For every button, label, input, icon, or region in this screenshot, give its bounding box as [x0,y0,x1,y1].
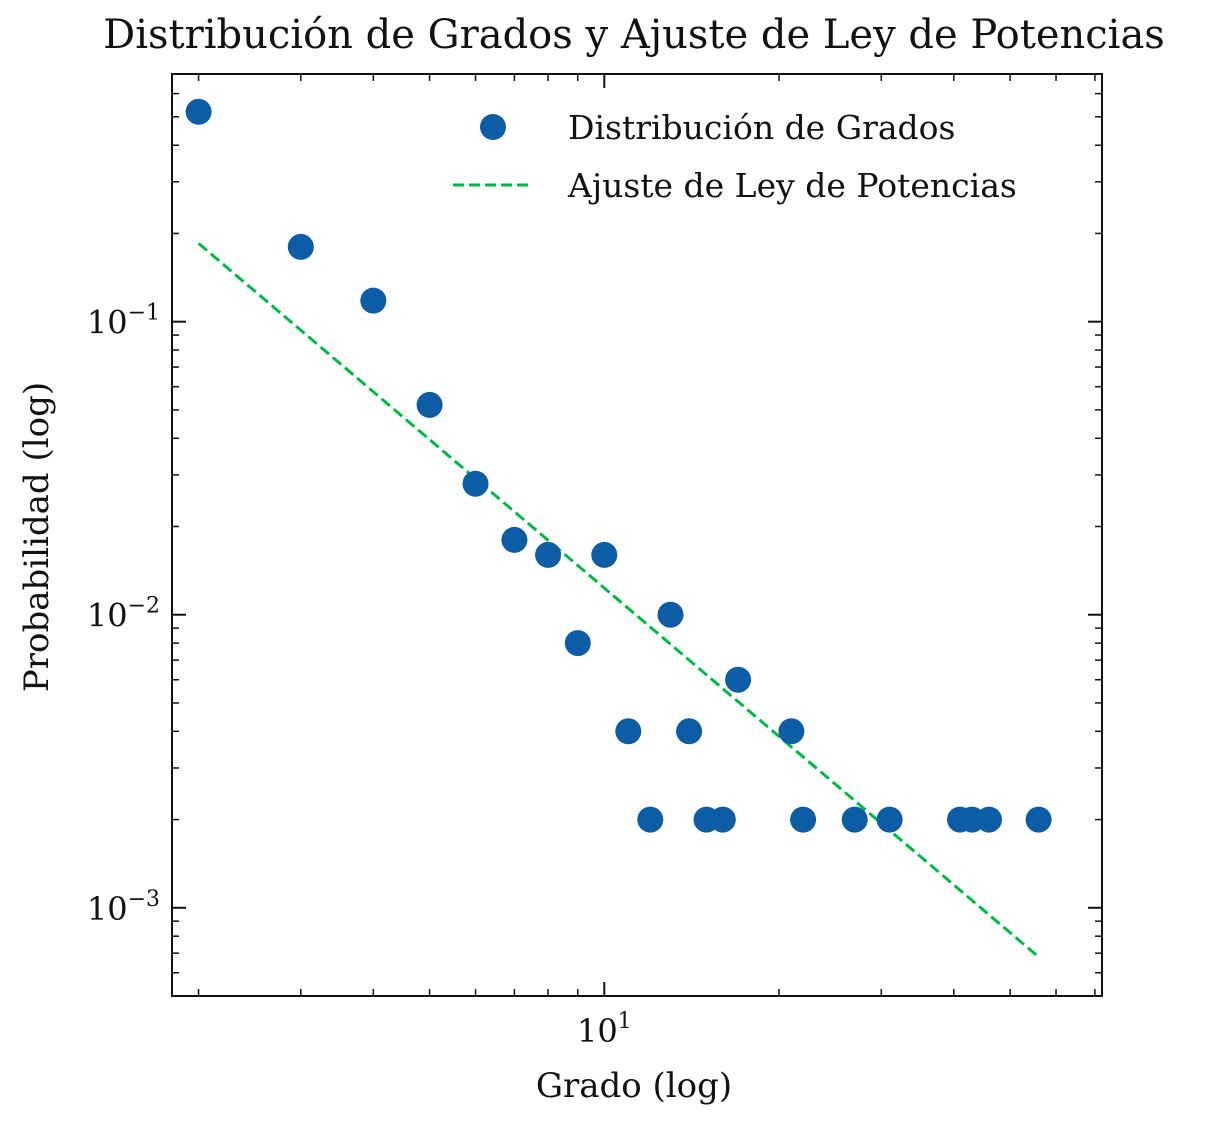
y-tick-label: 10−2 [87,594,160,635]
plot-frame [171,73,1103,997]
y-tick-label: 10−1 [87,301,160,342]
x-tick-label: 101 [577,1009,632,1050]
legend-label-scatter: Distribución de Grados [568,108,955,147]
data-point [416,391,443,418]
y-axis-label: Probabilidad (log) [17,382,57,692]
data-point [501,526,528,553]
data-point [287,233,314,260]
data-point [1025,806,1052,833]
legend-label-fit: Ajuste de Ley de Potencias [567,166,1017,205]
scatter-points-layer [185,98,1052,833]
data-point [535,541,562,568]
legend: Distribución de Grados Ajuste de Ley de P… [453,108,1017,205]
y-minor-ticks [172,92,1102,974]
y-tick-label: 10−3 [87,887,160,928]
data-point [185,98,212,125]
legend-marker-scatter [480,114,506,140]
data-point [564,630,591,657]
data-point [709,806,736,833]
data-point [841,806,868,833]
x-major-ticks: 101 [577,74,632,1050]
y-major-ticks: 10−1 10−2 10−3 [87,301,1102,928]
chart-title: Distribución de Grados y Ajuste de Ley d… [103,12,1165,58]
data-point [360,287,387,314]
data-point [725,666,752,693]
x-axis-label: Grado (log) [536,1066,732,1106]
data-point [676,718,703,745]
data-point [637,806,664,833]
data-point [591,541,618,568]
fit-line [197,242,1040,959]
data-point [876,806,903,833]
fit-line-layer [197,242,1040,959]
data-point [778,718,805,745]
data-point [976,806,1002,833]
data-point [790,806,817,833]
data-point [657,601,684,628]
data-point [462,470,489,497]
data-point [615,718,642,745]
x-minor-ticks [197,74,1096,996]
